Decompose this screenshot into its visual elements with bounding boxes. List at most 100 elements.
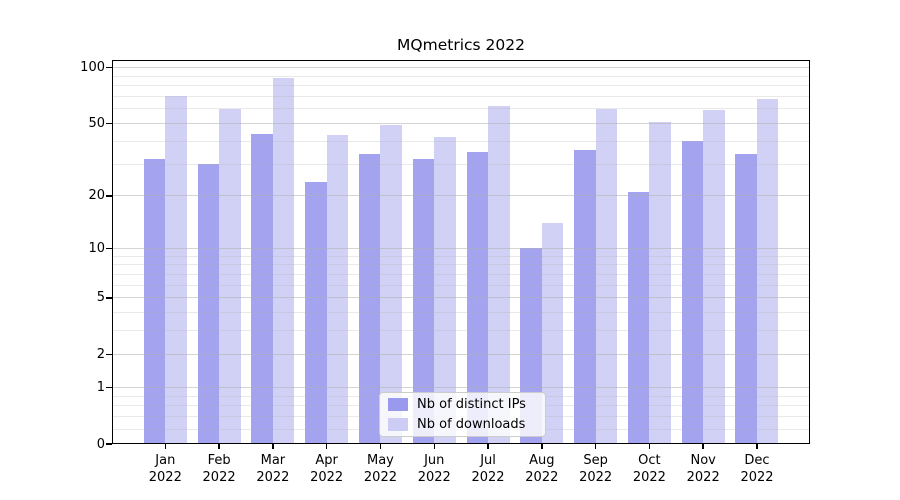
- x-tick-month: Apr: [315, 453, 338, 468]
- x-tick-mark: [487, 444, 489, 449]
- legend-row-distinct-ips: Nb of distinct IPs: [388, 397, 537, 412]
- x-tick-month: Oct: [638, 453, 661, 468]
- x-tick-label: Nov 2022: [673, 452, 733, 486]
- y-gridline-minor: [113, 163, 809, 165]
- y-gridline-minor: [113, 312, 809, 314]
- bar-downloads-jan: [165, 96, 187, 444]
- bar-downloads-jul: [488, 106, 510, 444]
- x-tick-year: 2022: [579, 470, 613, 485]
- x-tick-label: Apr 2022: [297, 452, 357, 486]
- x-tick-month: Mar: [260, 453, 286, 468]
- x-tick-month: Aug: [529, 453, 555, 468]
- x-tick-label: Dec 2022: [727, 452, 787, 486]
- bar-distinct-ips-mar: [251, 133, 273, 444]
- y-gridline-minor: [113, 264, 809, 266]
- y-gridline-minor: [113, 75, 809, 77]
- y-gridline-major: [113, 386, 809, 388]
- y-tick-mark: [106, 443, 112, 445]
- x-tick-label: Sep 2022: [566, 452, 626, 486]
- y-tick-label: 20: [88, 188, 105, 204]
- x-tick-mark: [379, 444, 382, 449]
- y-tick-label: 1: [96, 379, 105, 395]
- y-tick-mark: [106, 195, 112, 197]
- x-tick-month: Dec: [744, 453, 770, 468]
- bar-downloads-may: [380, 125, 402, 444]
- x-tick-label: Jan 2022: [135, 452, 195, 486]
- bar-distinct-ips-sep: [574, 149, 596, 444]
- bar-downloads-nov: [703, 110, 725, 444]
- y-gridline-major: [113, 67, 809, 69]
- x-tick-mark: [272, 444, 274, 449]
- y-tick-mark: [106, 386, 112, 389]
- y-gridline-major: [113, 247, 809, 249]
- x-tick-year: 2022: [740, 470, 774, 485]
- x-tick-year: 2022: [256, 470, 290, 485]
- y-gridline-minor: [113, 255, 809, 257]
- legend-label-distinct-ips: Nb of distinct IPs: [417, 397, 526, 412]
- x-tick-month: May: [367, 453, 394, 468]
- x-tick-mark: [325, 444, 328, 449]
- y-tick-label: 100: [80, 60, 105, 76]
- x-tick-mark: [648, 444, 651, 449]
- x-tick-year: 2022: [632, 470, 666, 485]
- x-tick-label: Jun 2022: [404, 452, 464, 486]
- x-tick-year: 2022: [471, 470, 505, 485]
- y-tick-mark: [106, 122, 112, 125]
- bar-distinct-ips-dec: [735, 154, 757, 444]
- x-tick-month: Nov: [690, 453, 716, 468]
- y-gridline-minor: [113, 330, 809, 332]
- y-gridline-major: [113, 297, 809, 299]
- y-gridline-minor: [113, 284, 809, 286]
- bar-distinct-ips-apr: [305, 181, 327, 444]
- bar-downloads-feb: [219, 108, 241, 444]
- x-tick-label: Oct 2022: [619, 452, 679, 486]
- bar-downloads-oct: [649, 121, 671, 444]
- x-tick-month: Jan: [155, 453, 176, 468]
- x-tick-mark: [433, 444, 435, 449]
- x-tick-label: Aug 2022: [512, 452, 572, 486]
- bar-downloads-sep: [595, 108, 618, 444]
- x-tick-mark: [756, 444, 758, 449]
- y-tick-mark: [106, 297, 112, 299]
- x-tick-month: Jun: [424, 453, 445, 468]
- x-tick-mark: [594, 444, 597, 449]
- x-tick-label: Feb 2022: [189, 452, 249, 486]
- x-tick-year: 2022: [686, 470, 720, 485]
- bar-distinct-ips-jan: [143, 158, 166, 444]
- y-gridline-minor: [113, 95, 809, 97]
- y-gridline-minor: [113, 273, 809, 275]
- y-gridline-major: [113, 353, 809, 355]
- x-tick-year: 2022: [202, 470, 236, 485]
- legend-row-downloads: Nb of downloads: [388, 417, 537, 432]
- y-gridline-major: [113, 195, 809, 197]
- bar-distinct-ips-nov: [681, 141, 704, 444]
- y-tick-label: 2: [96, 346, 105, 362]
- y-tick-label: 0: [96, 436, 105, 452]
- bar-downloads-apr: [326, 135, 349, 444]
- x-tick-mark: [702, 444, 704, 449]
- x-tick-month: Sep: [583, 453, 608, 468]
- bar-distinct-ips-jun: [412, 158, 435, 444]
- legend-swatch-distinct-ips: [388, 398, 408, 411]
- x-tick-mark: [164, 444, 167, 449]
- y-tick-mark: [106, 353, 112, 356]
- y-gridline-minor: [113, 108, 809, 110]
- x-tick-label: Mar 2022: [243, 452, 303, 486]
- bar-distinct-ips-oct: [627, 191, 650, 444]
- x-tick-year: 2022: [525, 470, 559, 485]
- y-tick-label: 50: [88, 115, 105, 131]
- bar-downloads-aug: [541, 223, 564, 444]
- bar-downloads-jun: [434, 137, 456, 444]
- chart-title: MQmetrics 2022: [397, 36, 525, 54]
- x-tick-year: 2022: [148, 470, 182, 485]
- x-tick-year: 2022: [310, 470, 344, 485]
- y-tick-label: 10: [88, 240, 105, 256]
- y-gridline-minor: [113, 140, 809, 142]
- bar-downloads-mar: [272, 78, 295, 444]
- y-gridline-major: [113, 122, 809, 124]
- y-tick-mark: [106, 66, 112, 69]
- bar-distinct-ips-feb: [197, 164, 220, 444]
- x-tick-mark: [541, 444, 543, 449]
- legend-label-downloads: Nb of downloads: [417, 417, 526, 432]
